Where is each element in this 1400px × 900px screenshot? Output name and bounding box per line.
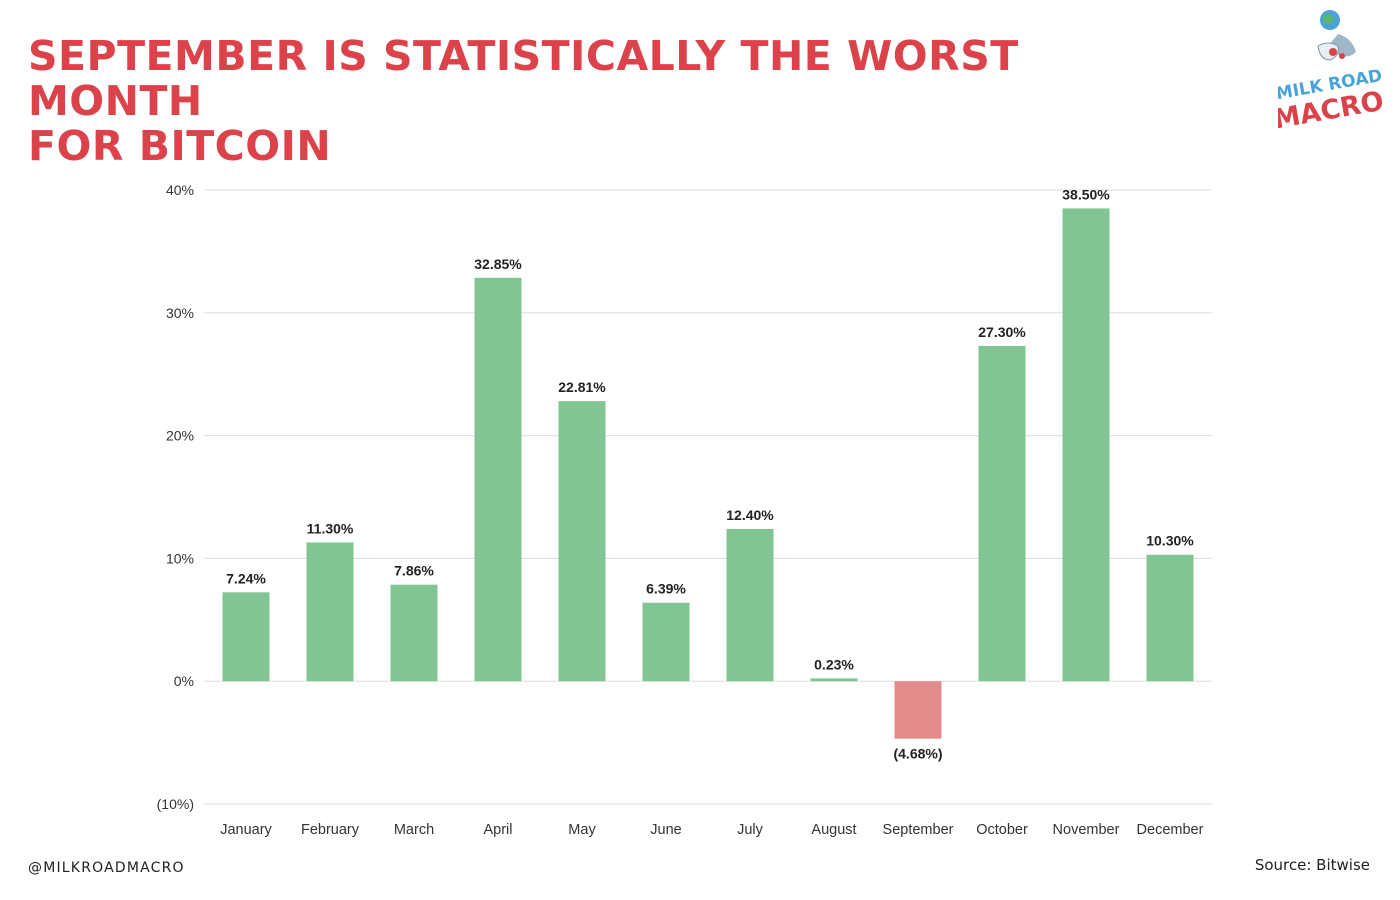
x-tick-label: February [301,822,360,838]
bar-august [810,678,858,682]
bar-november [1062,208,1110,682]
y-tick-label: (10%) [157,796,194,812]
x-tick-label: July [737,822,764,838]
data-label: 27.30% [978,324,1026,340]
x-tick-label: August [811,822,856,838]
y-tick-label: 30% [166,305,194,321]
data-labels: 7.24% 11.30% 7.86% 32.85% 22.81% 6.39% 12.40% 0… [226,186,1194,761]
x-axis-labels: January February March April May June July Augu… [220,822,1203,838]
bar-october [978,345,1026,682]
data-label: 7.86% [394,563,434,579]
y-tick-label: 40% [166,182,194,198]
bar-september [894,681,942,739]
bar-may [558,401,606,682]
bar-june [642,602,690,682]
bar-january [222,592,270,682]
x-tick-label: January [220,822,272,838]
bar-march [390,584,438,682]
bar-december [1146,554,1194,682]
title-line-1: September is statistically the worst mon… [28,32,1019,125]
data-label: 12.40% [726,507,774,523]
y-tick-label: 10% [166,550,194,566]
data-label: 0.23% [814,656,854,672]
x-tick-label: November [1053,822,1120,838]
data-label: 6.39% [646,581,686,597]
x-tick-label: March [394,822,434,838]
bar-february [306,542,354,682]
y-axis-ticks: (10%) 0% 10% 20% 30% 40% [157,182,194,812]
page-title: September is statistically the worst mon… [28,34,1178,169]
title-line-2: for Bitcoin [28,122,332,170]
x-tick-label: May [568,822,596,838]
x-tick-label: September [883,822,954,838]
data-label: 22.81% [558,379,606,395]
x-tick-label: April [483,822,512,838]
data-label: (4.68%) [893,746,942,762]
milk-road-macro-logo: MILK ROAD MACRO [1278,10,1382,130]
bar-july [726,528,774,682]
data-label: 10.30% [1146,533,1194,549]
bar-april [474,277,522,682]
y-tick-label: 0% [174,673,194,689]
source-note: Source: Bitwise [1254,856,1370,874]
x-tick-label: June [650,822,681,838]
bars [222,208,1194,739]
y-tick-label: 20% [166,428,194,444]
data-label: 11.30% [307,520,354,536]
data-label: 7.24% [226,570,266,586]
x-tick-label: December [1137,822,1204,838]
grid-lines [204,189,1212,805]
x-tick-label: October [976,822,1028,838]
data-label: 38.50% [1062,186,1110,202]
data-label: 32.85% [474,256,522,272]
social-handle: @MILKROADMACRO [28,860,185,876]
